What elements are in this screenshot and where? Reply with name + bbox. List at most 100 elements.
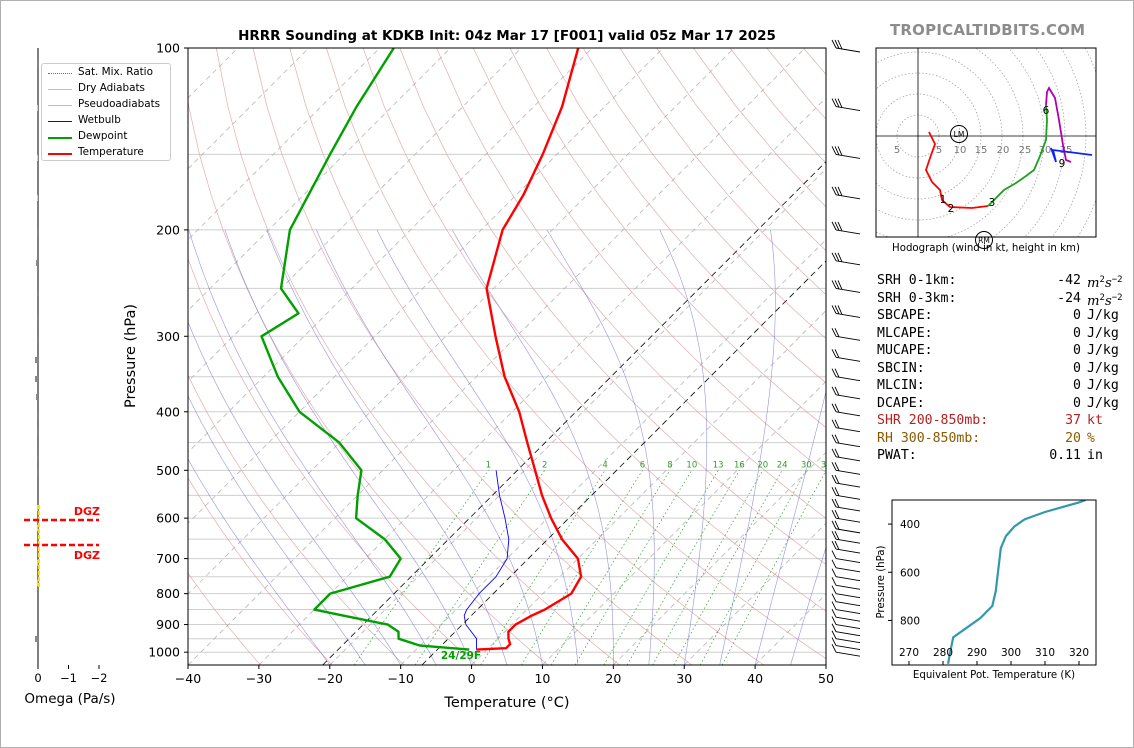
index-value: 37 bbox=[1065, 413, 1081, 428]
index-label: SBCAPE: bbox=[877, 308, 933, 323]
wind-barb-flag bbox=[834, 520, 840, 530]
index-label: SRH 0-3km: bbox=[877, 290, 957, 306]
wind-barb-shaft bbox=[835, 194, 861, 200]
omega-bar bbox=[37, 315, 38, 321]
legend-item-dewpoint: Dewpoint bbox=[48, 130, 172, 146]
index-value: -42 bbox=[1057, 273, 1081, 288]
index-value: 0 bbox=[1073, 325, 1081, 341]
dry-adiabat bbox=[188, 477, 333, 665]
omega-tick-label: −2 bbox=[91, 671, 108, 685]
index-row: SBCIN: 0 J/kg bbox=[877, 360, 1119, 378]
wind-barb-shaft bbox=[835, 153, 861, 159]
hodograph-height-label: 6 bbox=[1043, 105, 1050, 117]
wind-barb-flag bbox=[837, 39, 843, 50]
wind-barb-flag bbox=[834, 186, 840, 196]
wind-barb-flag bbox=[834, 448, 840, 458]
hodograph-plot: 5 5 10 15 20 25 30 35 12 3 6 9 bbox=[876, 48, 1096, 237]
legend-swatch bbox=[48, 73, 72, 74]
parcel-trace bbox=[322, 161, 826, 665]
legend-swatch bbox=[48, 89, 72, 90]
wind-barb-flag bbox=[834, 509, 840, 519]
pseudo-adiabat bbox=[451, 229, 614, 665]
wind-barb-shaft bbox=[835, 528, 861, 534]
x-tick-label: 50 bbox=[818, 671, 834, 686]
wind-barb-shaft bbox=[835, 411, 861, 417]
index-unit: J/kg bbox=[1087, 308, 1119, 323]
hodograph-ring-label: 15 bbox=[975, 145, 988, 156]
dry-adiabat bbox=[289, 48, 764, 665]
wind-barb-flag bbox=[834, 368, 840, 378]
thetae-frame bbox=[891, 499, 1097, 666]
hodograph-trace-3-6km bbox=[987, 104, 1048, 207]
omega-bar bbox=[37, 428, 38, 434]
hodograph-ring-label: 25 bbox=[1019, 145, 1032, 156]
wind-barb-flag bbox=[834, 328, 840, 337]
index-unit: kt bbox=[1087, 413, 1103, 428]
wind-barb-shaft bbox=[835, 517, 861, 523]
index-value: 0 bbox=[1073, 395, 1081, 411]
wind-barb-shaft bbox=[835, 482, 861, 488]
dry-adiabat bbox=[399, 48, 826, 565]
mixing-ratio-line bbox=[721, 470, 826, 665]
wind-barb-shaft bbox=[835, 47, 861, 53]
mixing-ratio-label: 20 bbox=[757, 460, 768, 470]
index-unit: in bbox=[1087, 448, 1103, 463]
dry-adiabat bbox=[188, 374, 405, 665]
wind-barb-shaft bbox=[835, 638, 861, 644]
isotherm bbox=[258, 97, 826, 665]
omega-bar bbox=[35, 357, 38, 363]
wind-barbs bbox=[831, 39, 861, 657]
index-value: -24 bbox=[1057, 290, 1081, 306]
thetae-x-tick-label: 280 bbox=[933, 647, 953, 659]
x-tick-label: −10 bbox=[387, 671, 413, 686]
wind-barb-shaft bbox=[835, 624, 861, 629]
isotherm bbox=[188, 48, 593, 453]
omega-bar bbox=[37, 580, 38, 586]
dry-adiabat bbox=[188, 572, 261, 665]
thetae-y-axis-label: Pressure (hPa) bbox=[876, 545, 887, 618]
hodograph-frame bbox=[875, 47, 1097, 238]
wind-barb-shaft bbox=[835, 631, 861, 637]
omega-bar bbox=[37, 155, 38, 161]
wind-barb-flag bbox=[831, 98, 837, 107]
wind-barb-flag bbox=[831, 637, 837, 646]
wind-barb-flag bbox=[831, 419, 837, 428]
skewt-plot-area: 1 2 4 6 8 10 13 16 20 24 30 36 bbox=[188, 48, 826, 665]
wind-barb-flag bbox=[831, 530, 837, 540]
parcel-trace bbox=[421, 260, 826, 665]
wind-barb-flag bbox=[831, 462, 837, 471]
brand-watermark: TROPICALTIDBITS.COM bbox=[890, 21, 1086, 39]
index-row: MUCAPE: 0 J/kg bbox=[877, 342, 1119, 360]
wind-barb-shaft bbox=[835, 494, 861, 500]
wind-barb-shaft bbox=[835, 506, 861, 512]
index-label: DCAPE: bbox=[877, 395, 925, 411]
wind-barb-flag bbox=[831, 328, 837, 337]
wind-barb-flag bbox=[831, 577, 837, 586]
omega-bar bbox=[37, 412, 38, 418]
dry-adiabat bbox=[215, 48, 621, 665]
x-tick-label: 0 bbox=[468, 671, 476, 686]
dry-adiabat bbox=[582, 48, 826, 340]
dgz-label-top: DGZ bbox=[74, 505, 100, 518]
index-label: RH 300-850mb: bbox=[877, 430, 981, 446]
skewt-legend: Sat. Mix. Ratio Dry Adiabats Pseudoadiab… bbox=[41, 63, 171, 161]
omega-bar bbox=[37, 455, 38, 461]
wind-barb-shaft bbox=[835, 260, 861, 266]
index-label: SHR 200-850mb: bbox=[877, 413, 989, 428]
wind-barb-flag bbox=[831, 349, 837, 358]
wind-barb-flag bbox=[831, 520, 837, 530]
pseudo-adiabat bbox=[224, 229, 472, 665]
wind-barb-flag bbox=[831, 601, 837, 610]
thetae-y-tick-label: 600 bbox=[900, 567, 920, 579]
wind-barb-flag bbox=[831, 403, 837, 412]
dewpoint-line bbox=[260, 48, 470, 651]
mixing-ratio-label: 30 bbox=[801, 460, 812, 470]
legend-item-pseudoadiabats: Pseudoadiabats bbox=[48, 98, 172, 114]
x-axis-label: Temperature (°C) bbox=[443, 695, 569, 711]
index-unit: m2s−2 bbox=[1087, 275, 1123, 291]
y-tick-label: 600 bbox=[156, 511, 180, 526]
wind-barb-flag bbox=[831, 568, 837, 577]
wind-barb-flag bbox=[831, 39, 837, 49]
dry-adiabat bbox=[509, 48, 826, 429]
legend-swatch bbox=[48, 137, 72, 139]
